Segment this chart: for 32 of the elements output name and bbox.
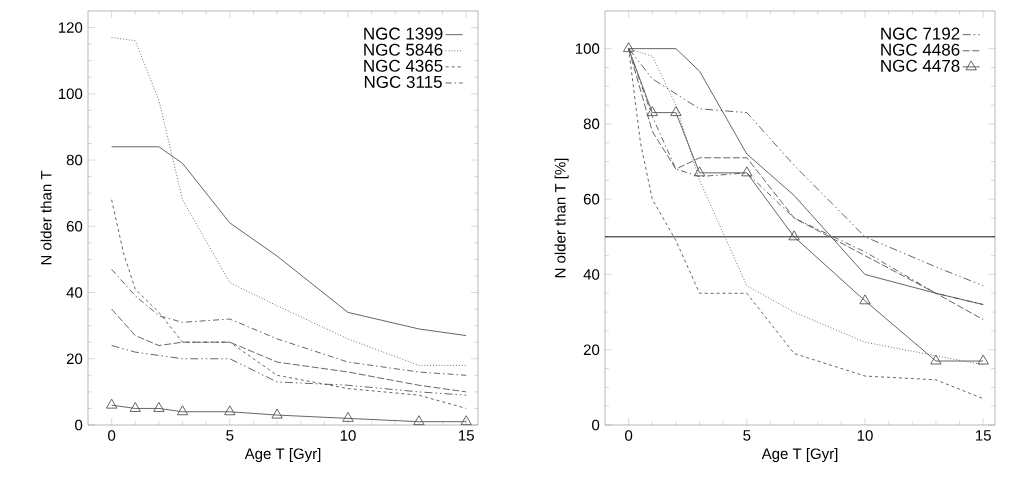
y-tick-label: 80 [583,118,600,130]
x-axis-title: Age T [Gyr] [244,448,321,462]
y-tick-label: 120 [58,22,83,33]
y-tick-label: 20 [583,344,600,356]
legend-label: NGC 3115 [364,75,442,88]
y-tick-label: 100 [575,43,600,54]
y-tick-label: 0 [592,419,600,431]
legend-label: NGC 4478 [881,59,960,72]
y-tick-label: 60 [583,193,600,205]
legend-label: NGC 7192 [881,27,960,40]
y-tick-label: 0 [75,419,83,431]
y-tick-label: 100 [58,88,83,100]
x-tick-label: 0 [625,430,633,441]
y-tick-label: 40 [583,269,600,280]
x-tick-label: 5 [226,430,234,441]
y-tick-label: 20 [66,353,83,365]
legend-label: NGC 5846 [364,43,443,56]
y-axis-title: N older than T [40,170,52,265]
x-tick-label: 10 [340,430,356,441]
y-tick-label: 80 [66,154,83,166]
x-axis-title: Age T [Gyr] [761,448,838,462]
x-tick-label: 15 [975,430,991,441]
y-axis-title: N older than T [%] [554,158,569,278]
y-tick-label: 60 [66,220,83,232]
x-tick-label: 15 [458,430,474,441]
x-tick-label: 10 [857,430,873,441]
legend-label: NGC 1399 [364,27,443,40]
x-tick-label: 5 [743,430,751,441]
x-tick-label: 0 [108,430,116,441]
y-tick-label: 40 [66,287,83,298]
legend-label: NGC 4365 [364,59,443,72]
legend-label: NGC 4486 [881,43,960,56]
